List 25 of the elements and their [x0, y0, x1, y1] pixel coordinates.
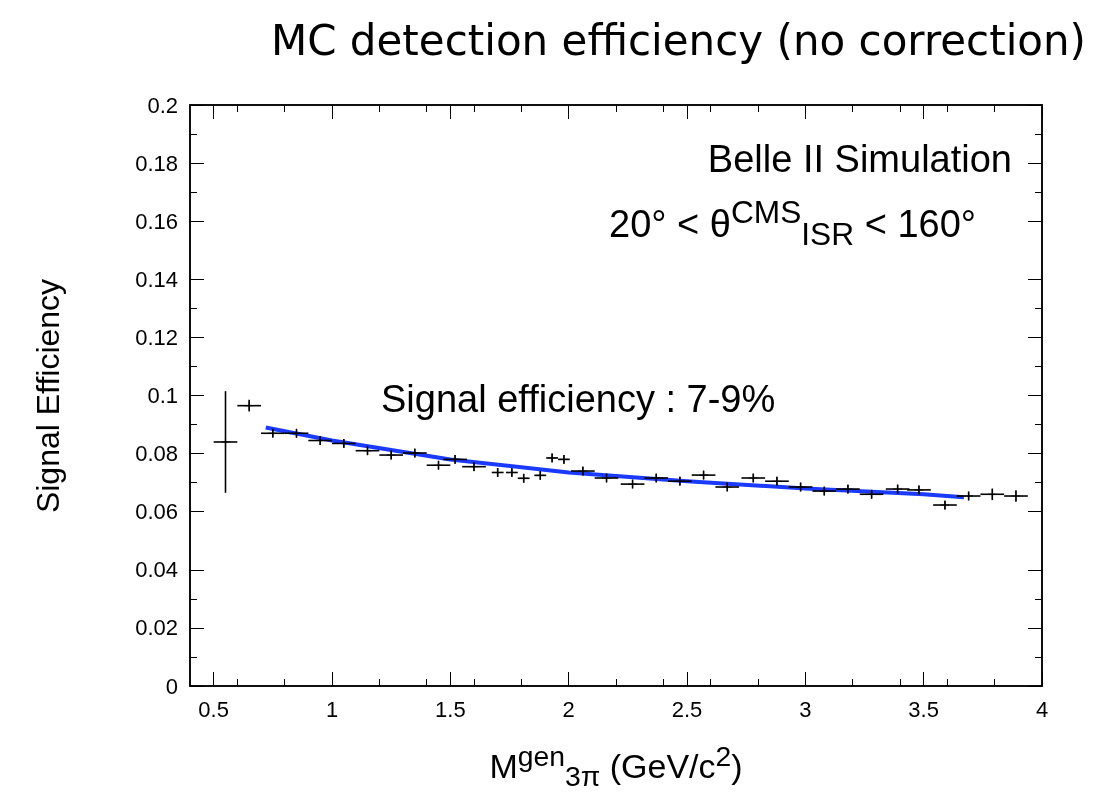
- annotation: Signal efficiency : 7-9%: [381, 378, 776, 421]
- x-tick-label: 3.5: [908, 696, 939, 722]
- x-tick-label: 0.5: [198, 696, 229, 722]
- y-tick-label: 0.06: [135, 499, 178, 525]
- y-tick-label: 0.14: [135, 266, 178, 292]
- y-tick-label: 0.02: [135, 615, 178, 641]
- x-axis-title: M$^{gen}$$_{3π}$ (GeV/c$^{2}$): [488, 740, 744, 794]
- x-tick-label: 4: [1035, 696, 1049, 722]
- y-tick-label: 0.16: [135, 208, 178, 234]
- y-tick-label: 0.18: [135, 150, 178, 176]
- chart-title: MC detection efficiency (no correction): [270, 16, 1086, 65]
- annotation: 20° < θ$^{CMS}$$_{ISR}$ < 160°: [609, 194, 976, 254]
- x-tick-label: 3: [799, 696, 812, 722]
- x-tick-label: 1: [325, 696, 339, 722]
- x-tick-label: 2.5: [671, 696, 703, 722]
- x-tick-label: 1.5: [435, 696, 466, 722]
- y-tick-label: 0.1: [147, 383, 178, 408]
- y-tick-label: 0.08: [135, 441, 178, 467]
- annotation: Belle II Simulation: [707, 138, 1012, 181]
- y-tick-label: 0.04: [135, 557, 178, 583]
- y-tick-label: 0.12: [135, 324, 178, 350]
- y-tick-label: 0.2: [147, 92, 178, 118]
- y-axis-title: Signal Efficiency: [29, 278, 67, 513]
- x-tick-label: 2: [562, 696, 575, 722]
- y-tick-label: 0: [165, 673, 178, 699]
